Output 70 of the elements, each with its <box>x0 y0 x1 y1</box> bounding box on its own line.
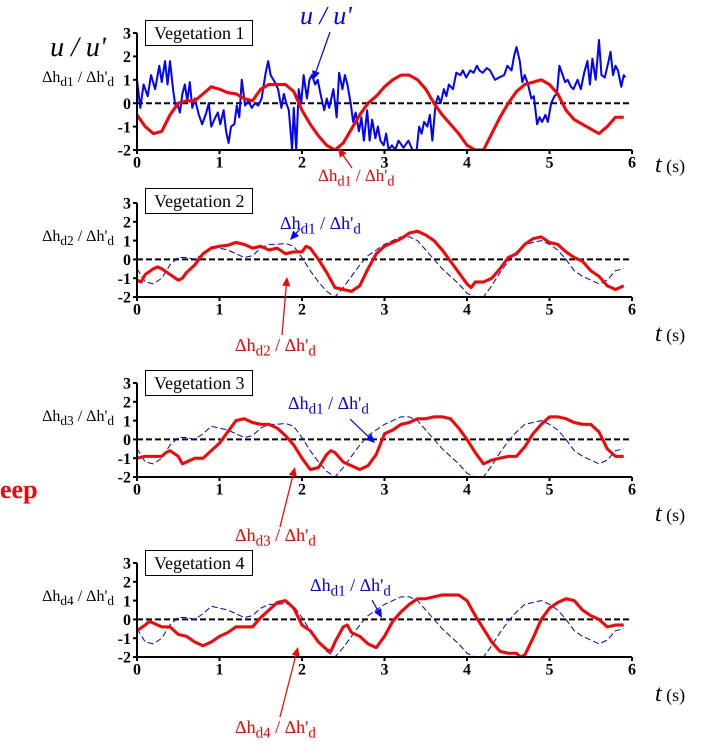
x-tick-label: 1 <box>216 481 224 498</box>
x-tick-label: 2 <box>298 661 306 678</box>
y-tick-label: 3 <box>123 26 131 43</box>
text: Δh$_{d4}$ / Δh'$_{d}$ <box>235 717 316 743</box>
text: Δh$_{d2}$ / Δh'$_{d}$ <box>235 335 316 361</box>
y-tick-label: 0 <box>123 252 131 270</box>
y-tick-label: 1 <box>123 413 131 430</box>
x-axis-title: t (s) <box>655 681 686 707</box>
y-tick-label: 1 <box>123 233 131 250</box>
x-tick-label: 2 <box>298 481 306 498</box>
y-tick-label: -1 <box>118 119 131 136</box>
x-tick-label: 4 <box>463 481 471 498</box>
y-tick-label: 3 <box>123 196 131 213</box>
y-tick-label: 2 <box>123 49 131 66</box>
x-tick-label: 1 <box>216 154 224 172</box>
x-tick-label: 2 <box>298 154 306 172</box>
x-tick-label: 5 <box>546 301 554 318</box>
x-tick-label: 6 <box>628 301 636 318</box>
series-label: u / u' <box>300 0 352 32</box>
y-axis-title: Δh$_{d3}$ / Δh'$_{d}$ <box>42 407 114 430</box>
x-tick-label: 3 <box>380 301 388 318</box>
y-tick-label: 1 <box>123 72 131 90</box>
y-axis-title: u / u' Δh$_{d1}$ / Δh'$_{d}$ <box>42 31 114 92</box>
x-axis-title: t (s) <box>655 501 686 527</box>
y-tick-label: 2 <box>123 214 131 232</box>
series-label: Δh$_{d1}$ / Δh'$_{d}$ <box>288 393 369 419</box>
x-tick-label: 5 <box>546 154 554 172</box>
x-tick-label: 3 <box>380 154 388 172</box>
line-series <box>137 236 624 297</box>
x-tick-label: 4 <box>463 154 471 172</box>
x-tick-label: 5 <box>546 481 554 498</box>
x-tick-label: 6 <box>628 154 636 172</box>
y-tick-label: -2 <box>118 142 131 160</box>
chart-title: Vegetation 2 <box>145 188 254 214</box>
y-axis-title: Δh$_{d4}$ / Δh'$_{d}$ <box>42 587 114 610</box>
y-tick-label: 0 <box>123 432 131 450</box>
x-tick-label: 2 <box>298 301 306 318</box>
y-tick-label: -1 <box>118 450 131 468</box>
line-series <box>137 74 626 150</box>
y-tick-label: -1 <box>118 270 131 288</box>
y-tick-label: -2 <box>118 650 131 667</box>
y-tick-label: 0 <box>123 612 131 630</box>
x-tick-label: 6 <box>628 661 636 678</box>
chart-title: Vegetation 1 <box>145 20 254 46</box>
y-axis-title: Δh$_{d2}$ / Δh'$_{d}$ <box>42 227 114 250</box>
y-tick-label: 1 <box>123 593 131 610</box>
series-label: Δh$_{d1}$ / Δh'$_{d}$ <box>310 575 391 601</box>
x-tick-label: 6 <box>628 481 636 498</box>
x-tick-label: 4 <box>463 661 471 678</box>
series-label: Δh$_{d1}$ / Δh'$_{d}$ <box>280 213 361 239</box>
y-tick-label: 3 <box>123 376 131 393</box>
chart-title: Vegetation 3 <box>145 370 254 396</box>
text: eep <box>0 475 38 505</box>
x-axis-title: t (s) <box>655 321 686 347</box>
y-tick-label: -2 <box>118 470 131 487</box>
y-tick-label: 0 <box>123 96 131 113</box>
x-tick-label: 5 <box>546 661 554 678</box>
y-tick-label: 3 <box>123 556 131 573</box>
y-tick-label: 2 <box>123 394 131 412</box>
y-tick-label: -2 <box>118 290 131 307</box>
x-tick-label: 1 <box>216 301 224 318</box>
x-axis-title: t (s) <box>655 152 686 178</box>
x-tick-label: 1 <box>216 661 224 678</box>
chart-title: Vegetation 4 <box>145 550 254 576</box>
y-tick-label: 2 <box>123 574 131 592</box>
text: Δh$_{d3}$ / Δh'$_{d}$ <box>235 525 316 551</box>
x-tick-label: 4 <box>463 301 471 318</box>
x-tick-label: 3 <box>380 481 388 498</box>
x-tick-label: 3 <box>380 661 388 678</box>
y-tick-label: -1 <box>118 630 131 648</box>
